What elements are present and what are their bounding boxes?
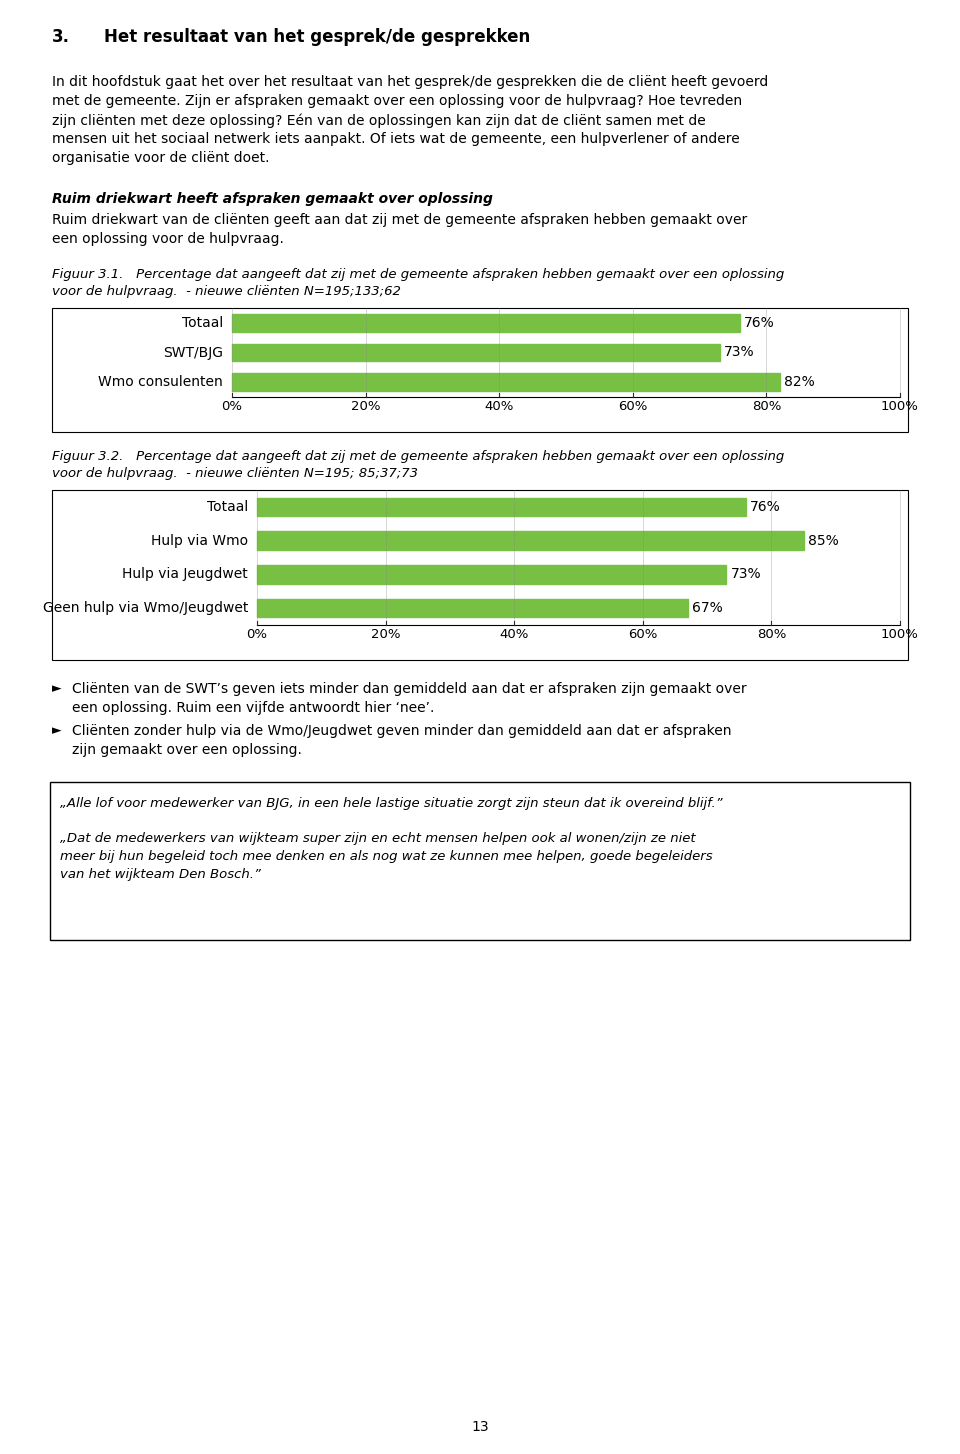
Text: voor de hulpvraag.  - nieuwe cliënten N=195;133;62: voor de hulpvraag. - nieuwe cliënten N=1… [52,285,401,298]
Text: Cliënten zonder hulp via de Wmo/Jeugdwet geven minder dan gemiddeld aan dat er a: Cliënten zonder hulp via de Wmo/Jeugdwet… [72,724,732,739]
Text: ►: ► [52,682,61,695]
Text: Figuur 3.2.   Percentage dat aangeeft dat zij met de gemeente afspraken hebben g: Figuur 3.2. Percentage dat aangeeft dat … [52,449,784,462]
Text: een oplossing. Ruim een vijfde antwoordt hier ‘nee’.: een oplossing. Ruim een vijfde antwoordt… [72,701,434,715]
Bar [257,566,727,583]
Bar [232,343,720,362]
Text: Hulp via Wmo: Hulp via Wmo [151,534,248,548]
Text: 85%: 85% [807,534,838,548]
Text: 73%: 73% [724,346,755,359]
Text: ►: ► [52,724,61,737]
Text: 80%: 80% [756,628,786,641]
Text: 0%: 0% [222,400,243,413]
Text: „Alle lof voor medewerker van BJG, in een hele lastige situatie zorgt zijn steun: „Alle lof voor medewerker van BJG, in ee… [60,797,723,810]
Text: 76%: 76% [750,500,780,513]
Text: 60%: 60% [628,628,658,641]
Bar [257,497,746,516]
Text: Wmo consulenten: Wmo consulenten [98,375,223,390]
Text: Ruim driekwart heeft afspraken gemaakt over oplossing: Ruim driekwart heeft afspraken gemaakt o… [52,192,492,206]
Text: 20%: 20% [350,400,380,413]
Text: 76%: 76% [744,316,775,330]
Text: Totaal: Totaal [206,500,248,513]
Text: met de gemeente. Zijn er afspraken gemaakt over een oplossing voor de hulpvraag?: met de gemeente. Zijn er afspraken gemaa… [52,95,742,108]
Text: 60%: 60% [618,400,647,413]
Text: voor de hulpvraag.  - nieuwe cliënten N=195; 85;37;73: voor de hulpvraag. - nieuwe cliënten N=1… [52,467,418,480]
Text: een oplossing voor de hulpvraag.: een oplossing voor de hulpvraag. [52,233,284,246]
Text: 3.: 3. [52,28,70,47]
Text: 13: 13 [471,1421,489,1434]
Bar [257,599,687,618]
Text: Totaal: Totaal [181,316,223,330]
Text: 80%: 80% [752,400,781,413]
Text: 82%: 82% [783,375,814,390]
Text: Cliënten van de SWT’s geven iets minder dan gemiddeld aan dat er afspraken zijn : Cliënten van de SWT’s geven iets minder … [72,682,747,696]
Text: 100%: 100% [881,628,919,641]
Text: zijn gemaakt over een oplossing.: zijn gemaakt over een oplossing. [72,743,301,758]
Bar [52,308,908,432]
Text: Figuur 3.1.   Percentage dat aangeeft dat zij met de gemeente afspraken hebben g: Figuur 3.1. Percentage dat aangeeft dat … [52,268,784,281]
Bar [50,782,910,939]
Bar [232,314,740,332]
Text: Hulp via Jeugdwet: Hulp via Jeugdwet [122,567,248,582]
Text: 40%: 40% [485,400,514,413]
Text: 20%: 20% [371,628,400,641]
Text: 40%: 40% [499,628,529,641]
Text: In dit hoofdstuk gaat het over het resultaat van het gesprek/de gesprekken die d: In dit hoofdstuk gaat het over het resul… [52,76,768,89]
Text: zijn cliënten met deze oplossing? Eén van de oplossingen kan zijn dat de cliënt : zijn cliënten met deze oplossing? Eén va… [52,113,706,128]
Bar [232,374,780,391]
Text: 100%: 100% [881,400,919,413]
Text: 67%: 67% [692,601,723,615]
Text: mensen uit het sociaal netwerk iets aanpakt. Of iets wat de gemeente, een hulpve: mensen uit het sociaal netwerk iets aanp… [52,132,740,145]
Text: organisatie voor de cliënt doet.: organisatie voor de cliënt doet. [52,151,270,164]
Text: Ruim driekwart van de cliënten geeft aan dat zij met de gemeente afspraken hebbe: Ruim driekwart van de cliënten geeft aan… [52,212,747,227]
Text: SWT/BJG: SWT/BJG [163,346,223,359]
Text: „Dat de medewerkers van wijkteam super zijn en echt mensen helpen ook al wonen/z: „Dat de medewerkers van wijkteam super z… [60,832,696,845]
Text: van het wijkteam Den Bosch.”: van het wijkteam Den Bosch.” [60,868,261,881]
Bar [257,531,804,550]
Text: 73%: 73% [731,567,761,582]
Text: Het resultaat van het gesprek/de gesprekken: Het resultaat van het gesprek/de gesprek… [104,28,530,47]
Text: meer bij hun begeleid toch mee denken en als nog wat ze kunnen mee helpen, goede: meer bij hun begeleid toch mee denken en… [60,851,712,864]
Text: Geen hulp via Wmo/Jeugdwet: Geen hulp via Wmo/Jeugdwet [42,601,248,615]
Text: 0%: 0% [247,628,268,641]
Bar [52,490,908,660]
